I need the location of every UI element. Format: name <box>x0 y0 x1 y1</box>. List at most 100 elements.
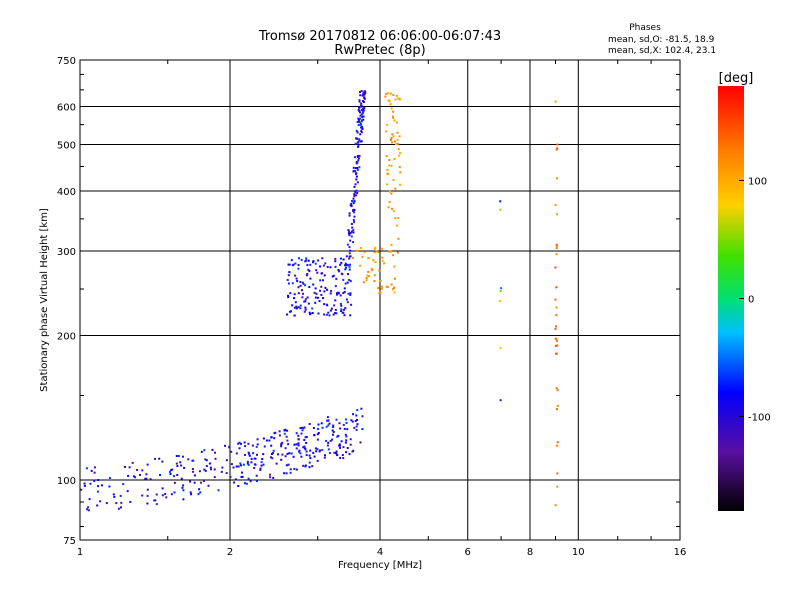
data-point <box>360 130 363 133</box>
data-point <box>346 301 349 304</box>
data-point <box>349 249 352 252</box>
y-axis-label: Stationary phase Virtual Height [km] <box>39 208 50 392</box>
data-point <box>342 446 345 449</box>
data-point <box>344 268 347 271</box>
data-point <box>161 494 164 497</box>
data-point <box>295 432 298 435</box>
data-point <box>308 286 311 288</box>
data-point <box>250 461 253 464</box>
data-point <box>392 115 394 118</box>
data-point <box>357 124 360 126</box>
data-point <box>326 416 329 419</box>
data-point <box>183 466 186 469</box>
data-point <box>153 499 156 502</box>
data-point <box>297 434 300 437</box>
data-point <box>393 158 396 160</box>
data-point <box>328 314 331 317</box>
data-point <box>286 313 289 316</box>
data-point <box>360 108 363 111</box>
data-point <box>247 477 250 480</box>
data-point <box>356 418 359 421</box>
data-point <box>120 506 122 509</box>
data-point <box>379 291 382 294</box>
data-point <box>352 229 355 232</box>
data-point <box>303 439 306 441</box>
data-point <box>556 143 559 146</box>
data-point <box>358 106 360 109</box>
data-point <box>361 128 364 130</box>
data-point <box>175 455 178 457</box>
data-point <box>297 292 300 295</box>
data-point <box>319 289 322 292</box>
data-point <box>338 270 341 273</box>
data-point <box>199 491 202 494</box>
data-point <box>353 193 356 196</box>
data-point <box>99 500 102 503</box>
data-point <box>374 261 377 263</box>
data-point <box>346 447 349 449</box>
y-tick-label: 100 <box>57 476 76 487</box>
data-point <box>355 189 358 192</box>
data-point <box>335 452 338 455</box>
data-point <box>247 451 250 454</box>
data-point <box>298 257 300 260</box>
data-point <box>314 296 317 299</box>
data-point <box>247 442 250 445</box>
grid-lines <box>80 60 680 540</box>
data-point <box>359 133 362 136</box>
data-point <box>556 213 558 216</box>
data-point <box>134 476 136 479</box>
data-point <box>294 262 297 265</box>
data-point <box>323 456 326 459</box>
data-point <box>390 107 393 110</box>
x-tick-label: 1 <box>77 547 83 558</box>
data-point <box>256 453 258 456</box>
data-point <box>213 468 216 471</box>
data-point <box>555 177 558 180</box>
data-point <box>345 298 348 301</box>
data-point <box>161 460 164 463</box>
data-point <box>318 300 321 303</box>
data-point <box>325 425 328 428</box>
data-point <box>86 508 88 511</box>
data-point <box>197 493 200 496</box>
data-point <box>284 447 287 450</box>
data-point <box>259 469 262 471</box>
data-point <box>302 292 304 295</box>
data-point <box>255 445 258 448</box>
data-point <box>354 183 357 186</box>
data-point <box>313 455 316 458</box>
data-point <box>240 442 242 445</box>
data-point <box>179 461 182 464</box>
data-point <box>217 489 220 492</box>
data-point <box>348 265 351 268</box>
data-point <box>233 481 236 484</box>
data-point <box>361 255 364 258</box>
data-point <box>351 420 354 423</box>
data-point <box>362 112 365 115</box>
data-point <box>391 288 394 291</box>
data-point <box>345 439 348 442</box>
data-point <box>367 257 370 260</box>
data-point <box>280 445 283 448</box>
data-point <box>335 450 338 453</box>
data-point <box>165 496 168 499</box>
data-point <box>359 114 362 117</box>
data-point <box>344 282 347 285</box>
data-point <box>396 131 399 134</box>
data-point <box>344 262 347 265</box>
data-point <box>390 283 393 286</box>
data-point <box>348 252 351 255</box>
data-point <box>238 441 241 444</box>
data-point <box>339 302 342 305</box>
data-point <box>281 453 284 456</box>
data-point <box>229 476 232 478</box>
data-point <box>288 263 291 266</box>
y-tick-label: 600 <box>57 103 76 114</box>
data-point <box>287 294 289 297</box>
data-point <box>346 281 349 284</box>
data-point <box>193 481 196 484</box>
data-point <box>288 271 291 274</box>
data-point <box>238 447 241 450</box>
data-point <box>344 264 346 267</box>
